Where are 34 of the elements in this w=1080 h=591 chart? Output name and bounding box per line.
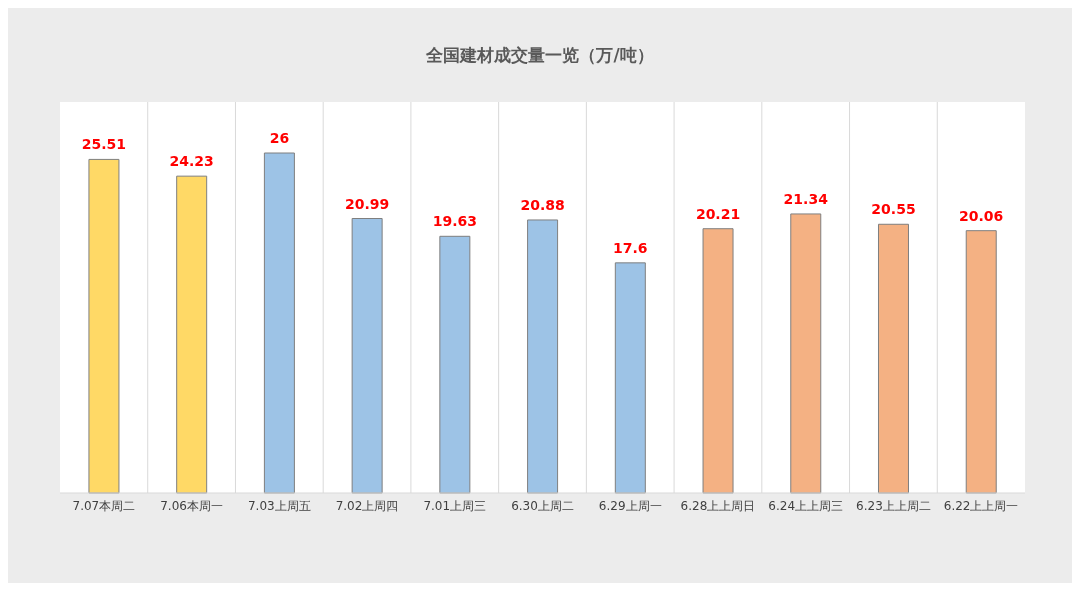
- data-label: 20.06: [959, 207, 1004, 224]
- bar: [790, 213, 822, 494]
- x-tick-label: 7.03上周五: [247, 498, 311, 513]
- bar: [439, 235, 471, 494]
- bar: [878, 223, 909, 494]
- x-tick-label: 6.23上上周二: [856, 498, 931, 513]
- bar: [263, 152, 295, 494]
- data-label: 20.88: [520, 196, 565, 213]
- data-label: 17.6: [613, 239, 648, 256]
- bar: [176, 175, 208, 494]
- x-tick-label: 7.07本周二: [72, 498, 136, 513]
- x-tick-label: 6.24上上周三: [768, 498, 844, 513]
- data-label: 26: [269, 130, 290, 146]
- x-tick-label: 6.22上上周一: [943, 498, 1019, 513]
- data-label: 21.34: [783, 190, 829, 207]
- bar: [614, 262, 646, 494]
- bar: [965, 230, 997, 494]
- x-tick-label: 6.29上周一: [598, 498, 662, 513]
- chart-title: 全国建材成交量一览（万/吨）: [425, 44, 655, 67]
- x-tick-label: 7.01上周三: [423, 498, 487, 513]
- x-tick-label: 7.06本周一: [160, 498, 223, 513]
- data-label: 20.21: [695, 205, 741, 222]
- bar: [702, 228, 734, 494]
- data-label: 20.99: [344, 195, 390, 212]
- bar: [527, 219, 559, 494]
- bar: [88, 158, 120, 494]
- x-tick-label: 6.28上上周日: [680, 498, 756, 513]
- data-label: 19.63: [432, 213, 478, 230]
- data-label: 25.51: [81, 136, 127, 153]
- x-tick-label: 7.02上周四: [335, 498, 399, 513]
- data-label: 24.23: [169, 153, 214, 170]
- x-tick-label: 6.30上周二: [511, 498, 574, 513]
- data-label: 20.55: [871, 201, 916, 218]
- bar: [351, 218, 383, 494]
